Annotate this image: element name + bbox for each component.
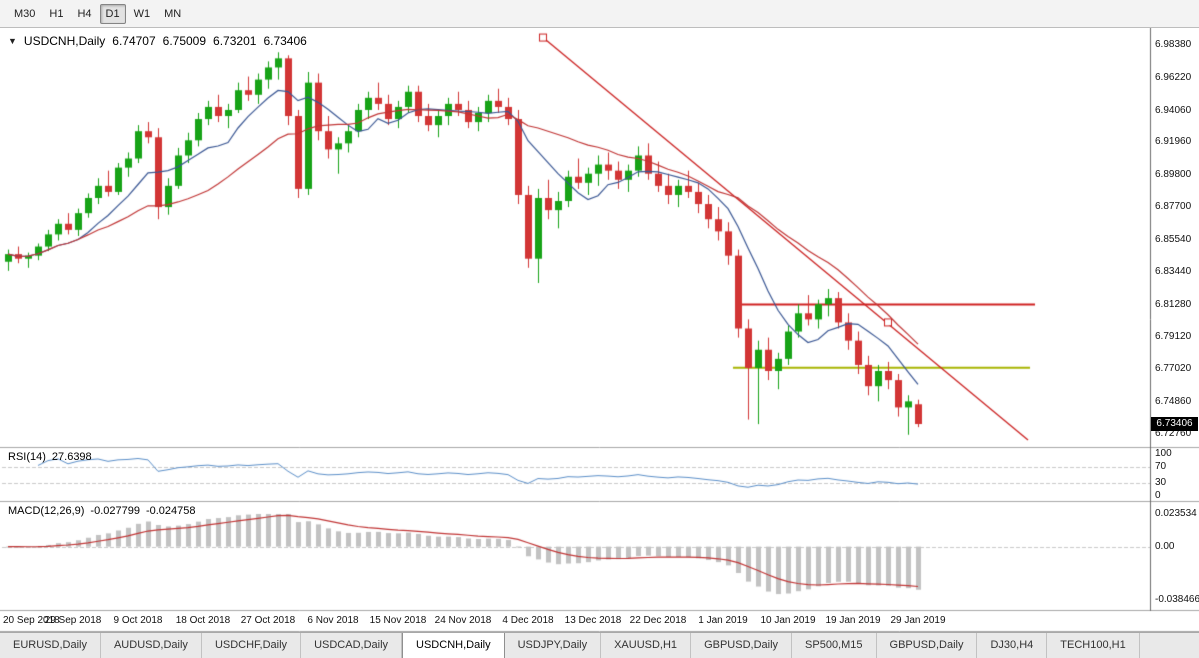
- chart-tab-usdjpy[interactable]: USDJPY,Daily: [504, 633, 602, 658]
- chart-tab-tech100[interactable]: TECH100,H1: [1047, 633, 1140, 658]
- price-axis-label: 6.89800: [1155, 169, 1192, 181]
- price-axis-label: 6.87700: [1155, 201, 1192, 213]
- chart-tab-usdcad[interactable]: USDCAD,Daily: [301, 633, 403, 658]
- date-axis-label: 1 Jan 2019: [698, 615, 748, 626]
- rsi-axis-label: 30: [1155, 477, 1167, 489]
- chart-tab-usdcnh[interactable]: USDCNH,Daily: [402, 633, 505, 658]
- macd-name: MACD(12,26,9): [8, 505, 85, 517]
- chart-quote-header: ▼ USDCNH,Daily 6.74707 6.75009 6.73201 6…: [8, 34, 307, 48]
- timeframe-w1-button[interactable]: W1: [128, 4, 157, 24]
- chart-tab-bar: EURUSD,Daily AUDUSD,Daily USDCHF,Daily USDC…: [0, 632, 1199, 658]
- date-axis-label: 6 Nov 2018: [307, 615, 359, 626]
- chart-tab-gbpusd[interactable]: GBPUSD,Daily: [691, 633, 793, 658]
- chart-tab-dj30[interactable]: DJ30,H4: [977, 633, 1048, 658]
- date-axis-label: 4 Dec 2018: [502, 615, 554, 626]
- date-axis-label: 29 Jan 2019: [890, 615, 946, 626]
- macd-indicator-label: MACD(12,26,9) -0.027799 -0.024758: [8, 505, 202, 517]
- price-axis-label: 6.96220: [1155, 71, 1192, 83]
- rsi-indicator-label: RSI(14) 27.6398: [8, 451, 98, 463]
- macd-axis-label: 0.00: [1155, 540, 1175, 552]
- price-chart-canvas[interactable]: [0, 28, 1199, 632]
- date-axis-label: 20 Sep 2018: [3, 615, 60, 626]
- macd-axis-label: 0.023534: [1155, 508, 1197, 519]
- date-axis-label: 13 Dec 2018: [564, 615, 622, 626]
- quote-dropdown-icon[interactable]: ▼: [8, 36, 17, 46]
- date-axis-label: 22 Dec 2018: [629, 615, 687, 626]
- rsi-value: 27.6398: [51, 451, 92, 463]
- chart-tab-eurusd[interactable]: EURUSD,Daily: [0, 633, 101, 658]
- chart-tab-audusd[interactable]: AUDUSD,Daily: [100, 633, 202, 658]
- price-axis-label: 6.94060: [1155, 104, 1192, 116]
- macd-value-signal: -0.024758: [145, 505, 196, 517]
- rsi-name: RSI(14): [8, 451, 46, 463]
- price-axis-label: 6.85540: [1155, 233, 1192, 245]
- quote-close: 6.73406: [263, 34, 307, 48]
- macd-value-main: -0.027799: [90, 505, 140, 517]
- date-axis-label: 15 Nov 2018: [369, 615, 427, 626]
- timeframe-d1-button[interactable]: D1: [99, 3, 126, 24]
- quote-low: 6.73201: [213, 34, 257, 48]
- price-axis-label: 6.74860: [1155, 395, 1192, 407]
- price-axis-label: 6.79120: [1155, 331, 1192, 343]
- timeframe-mn-button[interactable]: MN: [158, 4, 187, 24]
- quote-high: 6.75009: [162, 34, 207, 48]
- price-axis-label: 6.98380: [1155, 39, 1192, 50]
- chart-tab-sp500[interactable]: SP500,M15: [792, 633, 877, 658]
- timeframe-h1-button[interactable]: H1: [43, 4, 69, 24]
- price-axis-label: 6.91960: [1155, 136, 1192, 148]
- price-axis-label: 6.72760: [1155, 427, 1192, 439]
- date-axis-label: 9 Oct 2018: [113, 615, 163, 626]
- quote-open: 6.74707: [112, 34, 156, 48]
- date-axis-label: 29 Sep 2018: [44, 615, 102, 626]
- date-axis-label: 19 Jan 2019: [825, 615, 881, 626]
- chart-tab-usdchf[interactable]: USDCHF,Daily: [201, 633, 302, 658]
- price-axis-label: 6.81280: [1155, 298, 1192, 310]
- date-axis-label: 27 Oct 2018: [240, 615, 296, 626]
- date-axis-label: 18 Oct 2018: [175, 615, 231, 626]
- chart-tab-gbpusd[interactable]: GBPUSD,Daily: [876, 633, 978, 658]
- date-axis-label: 24 Nov 2018: [434, 615, 492, 626]
- rsi-axis-label: 70: [1155, 460, 1167, 472]
- date-axis-label: 10 Jan 2019: [760, 615, 816, 626]
- chart-window: ▼ USDCNH,Daily 6.74707 6.75009 6.73201 6…: [0, 28, 1199, 632]
- price-axis-label: 6.77020: [1155, 363, 1192, 375]
- timeframe-h4-button[interactable]: H4: [71, 4, 97, 24]
- timeframe-toolbar: M30 H1 H4 D1 W1 MN: [0, 0, 1199, 28]
- timeframe-m30-button[interactable]: M30: [8, 4, 41, 24]
- rsi-axis-label: 100: [1155, 448, 1172, 459]
- rsi-axis-label: 0: [1155, 490, 1161, 501]
- chart-tab-xauusd[interactable]: XAUUSD,H1: [601, 633, 692, 658]
- chart-symbol-label: USDCNH,Daily: [23, 34, 106, 48]
- price-axis-label: 6.83440: [1155, 265, 1192, 277]
- macd-axis-label: -0.038466: [1155, 594, 1199, 605]
- current-price-badge: 6.73406: [1151, 417, 1198, 432]
